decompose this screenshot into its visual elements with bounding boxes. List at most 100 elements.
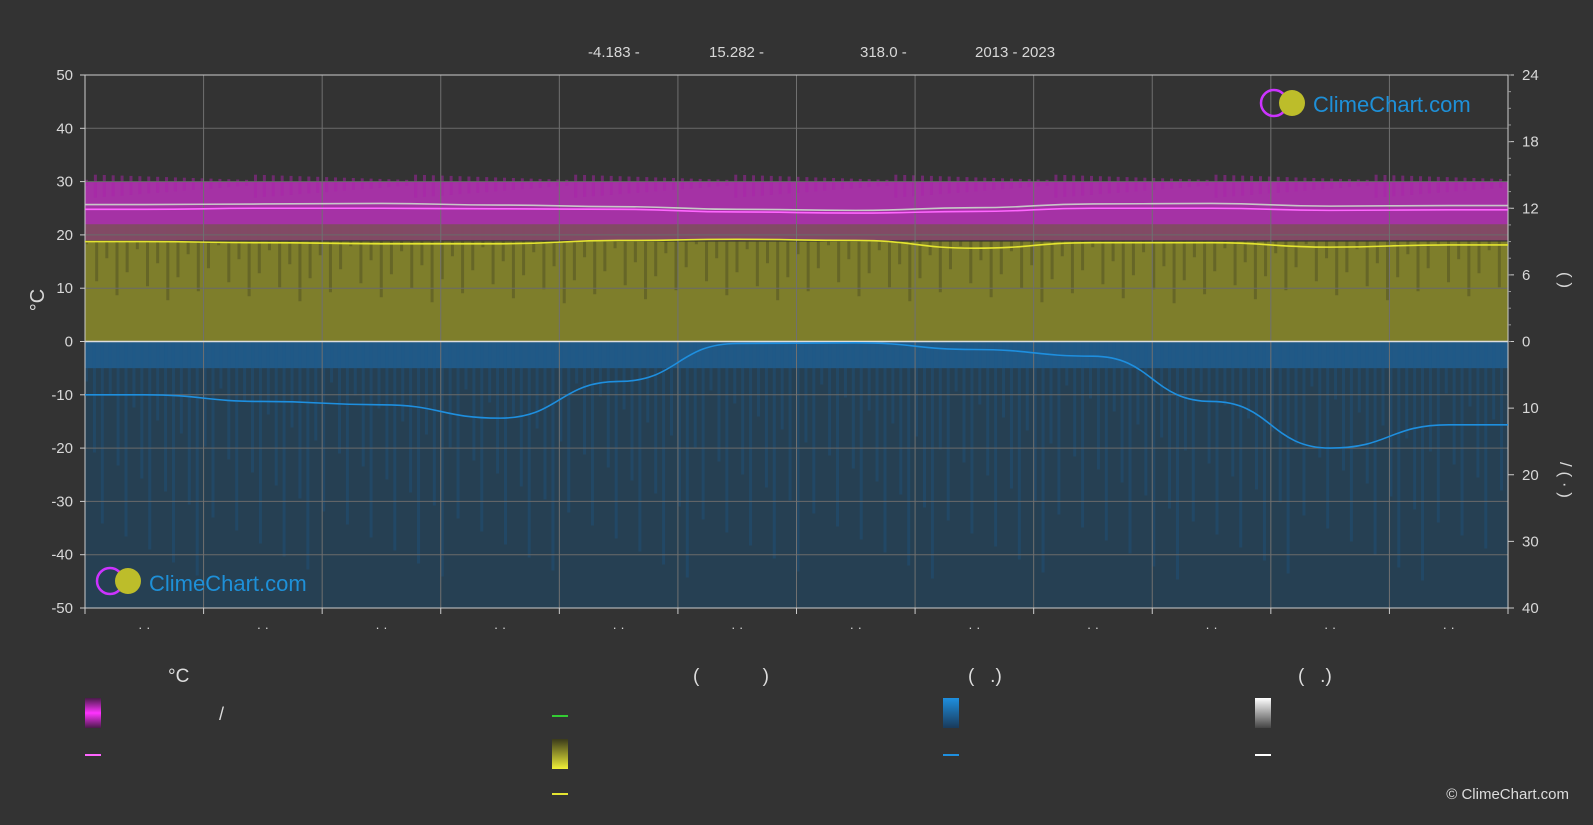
temp-range-texture xyxy=(734,174,738,198)
tick-label-right-bottom: 40 xyxy=(1522,600,1539,617)
temp-range-texture xyxy=(1063,175,1067,197)
temp-range-texture xyxy=(316,176,320,193)
precip-texture xyxy=(1294,341,1298,445)
precip-texture xyxy=(915,341,919,437)
tick-label-month: · · xyxy=(1324,620,1336,635)
precip-texture xyxy=(330,341,334,383)
precip-texture xyxy=(211,341,215,518)
temp-range-texture xyxy=(1490,178,1494,189)
temp-range-texture xyxy=(654,177,658,192)
precip-texture xyxy=(1452,341,1456,465)
sunshine-texture xyxy=(918,224,922,279)
sunshine-texture xyxy=(389,224,393,275)
sunshine-texture xyxy=(1172,224,1176,304)
tick-label-left: -30 xyxy=(51,493,73,510)
temp-range-texture xyxy=(1303,177,1307,191)
temp-range-texture xyxy=(965,177,969,193)
precip-texture xyxy=(590,341,594,526)
temp-range-texture xyxy=(912,175,916,197)
sunshine-texture xyxy=(623,224,627,286)
temp-range-texture xyxy=(974,177,978,192)
temp-range-texture xyxy=(689,178,693,189)
climechart-brand-bottom[interactable]: ClimeChart.com xyxy=(149,571,307,596)
temp-range-texture xyxy=(218,178,222,188)
axis-label-right-top: ( ) xyxy=(1556,272,1575,288)
temp-range-texture xyxy=(1187,179,1191,188)
temp-range-texture xyxy=(609,175,613,195)
sunshine-texture xyxy=(1253,224,1257,300)
temp-range-texture xyxy=(1383,175,1387,197)
tick-label-right-top: 0 xyxy=(1522,334,1530,351)
precip-texture xyxy=(764,341,768,488)
temp-range-texture xyxy=(1232,175,1236,197)
sunshine-texture xyxy=(715,224,719,259)
temp-range-texture xyxy=(636,176,640,193)
temp-range-texture xyxy=(1178,178,1182,188)
temp-range-texture xyxy=(1214,174,1218,198)
temp-range-texture xyxy=(1072,175,1076,197)
precip-texture xyxy=(1421,341,1425,581)
precip-texture xyxy=(1326,341,1330,529)
temp-range-texture xyxy=(422,175,426,197)
temp-range-texture xyxy=(1223,175,1227,197)
legend-temp-range-label: / xyxy=(219,704,225,724)
temp-range-texture xyxy=(1294,177,1298,192)
temp-range-texture xyxy=(1427,176,1431,194)
temp-range-texture xyxy=(111,175,115,197)
precip-texture xyxy=(108,341,112,395)
legend-snow-title: ( .) xyxy=(1298,666,1332,687)
precip-texture xyxy=(733,341,737,404)
temp-range-texture xyxy=(583,175,587,197)
temp-range-texture xyxy=(840,178,844,190)
temp-range-texture xyxy=(1116,176,1120,193)
precip-texture xyxy=(962,341,966,463)
header-years: 2013 - 2023 xyxy=(975,44,1056,61)
tick-label-month: · · xyxy=(257,620,269,635)
temp-range-texture xyxy=(591,175,595,197)
precip-texture xyxy=(440,341,444,577)
precip-texture xyxy=(1413,341,1417,510)
temp-range-texture xyxy=(867,179,871,188)
sunshine-texture xyxy=(471,224,475,271)
temp-range-texture xyxy=(547,179,551,188)
sunshine-texture xyxy=(1477,224,1481,274)
precip-texture xyxy=(670,341,674,436)
precip-texture xyxy=(843,341,847,398)
temp-range-texture xyxy=(1347,179,1351,188)
precip-texture xyxy=(1168,341,1172,509)
climechart-brand-top[interactable]: ClimeChart.com xyxy=(1313,92,1471,117)
sunshine-texture xyxy=(1396,224,1400,278)
temp-range-texture xyxy=(849,178,853,189)
series-precipitation_mm xyxy=(85,342,1508,449)
temp-range-texture xyxy=(947,176,951,194)
series-temp_daily_mean xyxy=(85,207,1508,214)
temp-range-texture xyxy=(1081,175,1085,196)
legend-rain-swatch xyxy=(943,698,959,728)
temp-range-texture xyxy=(1285,177,1289,193)
temp-range-texture xyxy=(1054,174,1058,198)
precip-texture xyxy=(851,341,855,469)
temp-range-texture xyxy=(129,175,133,195)
precip-texture xyxy=(116,341,120,466)
tick-label-month: · · xyxy=(1205,620,1217,635)
precip-texture xyxy=(306,341,310,570)
temp-range-texture xyxy=(120,175,124,196)
sunshine-texture xyxy=(847,224,851,260)
temp-range-texture xyxy=(1356,179,1360,187)
precip-texture xyxy=(337,341,341,454)
precip-texture xyxy=(1365,341,1369,484)
sunshine-texture xyxy=(562,224,566,304)
temp-range-texture xyxy=(431,175,435,197)
precip-texture xyxy=(749,341,753,546)
temp-range-texture xyxy=(253,174,257,198)
temp-range-texture xyxy=(769,175,773,195)
tick-label-month: · · xyxy=(375,620,387,635)
sunshine-texture xyxy=(938,224,942,293)
temp-range-texture xyxy=(182,177,186,191)
precip-texture xyxy=(274,341,278,486)
precip-texture xyxy=(677,341,681,507)
temp-range-texture xyxy=(1267,176,1271,194)
sunshine-texture xyxy=(1457,224,1461,260)
precip-texture xyxy=(685,341,689,578)
precip-texture xyxy=(409,341,413,493)
